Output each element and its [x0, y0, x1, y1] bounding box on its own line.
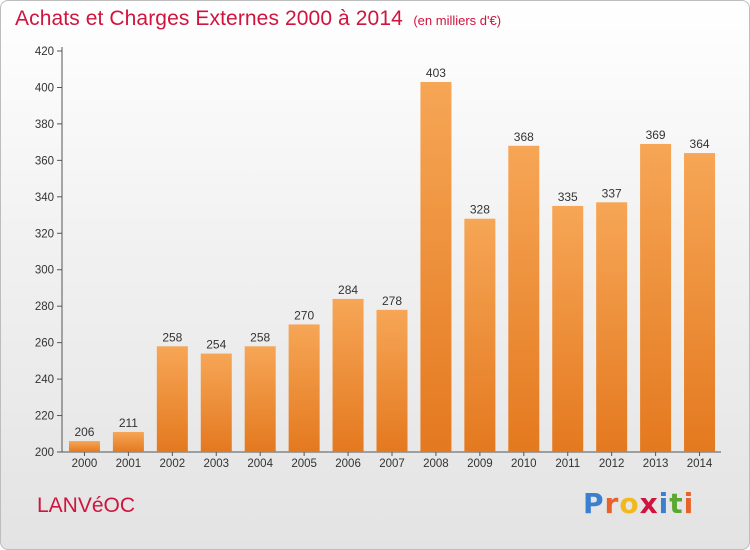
bar-2013[interactable]	[640, 143, 672, 452]
x-tick-label: 2005	[291, 458, 317, 470]
bar-2005[interactable]	[288, 324, 320, 452]
x-tick-label: 2009	[467, 458, 493, 470]
logo-letter: i	[658, 487, 670, 520]
logo-letter: i	[683, 487, 695, 520]
proxiti-logo[interactable]: Proxiti	[583, 487, 694, 520]
bar-2007[interactable]	[376, 309, 408, 452]
y-tick-label: 200	[35, 447, 54, 459]
bar-value-label: 337	[602, 186, 622, 200]
y-tick-label: 340	[35, 192, 54, 204]
x-tick-label: 2010	[511, 458, 537, 470]
x-tick-label: 2003	[203, 458, 229, 470]
y-tick-label: 300	[35, 265, 54, 277]
x-tick-label: 2008	[423, 458, 449, 470]
x-tick-label: 2007	[379, 458, 405, 470]
x-tick-label: 2011	[555, 458, 580, 470]
chart-title: Achats et Charges Externes 2000 à 2014	[15, 7, 403, 30]
x-tick-label: 2013	[643, 458, 669, 470]
title-row: Achats et Charges Externes 2000 à 2014 (…	[15, 7, 501, 31]
y-tick-label: 240	[35, 374, 54, 386]
chart-unit-note: (en milliers d'€)	[413, 13, 502, 28]
bar-value-label: 211	[119, 416, 138, 430]
bar-value-label: 368	[514, 130, 534, 144]
y-tick-label: 280	[35, 301, 54, 313]
bar-value-label: 369	[646, 128, 666, 142]
logo-letter: x	[639, 487, 659, 520]
bar-2014[interactable]	[684, 153, 716, 452]
x-tick-label: 2004	[247, 458, 273, 470]
bar-2008[interactable]	[420, 81, 452, 453]
y-tick-label: 220	[35, 411, 54, 423]
bar-2004[interactable]	[244, 346, 276, 452]
bar-value-label: 206	[74, 425, 94, 439]
x-tick-label: 2000	[72, 458, 98, 470]
bar-2012[interactable]	[596, 202, 628, 452]
bar-value-label: 364	[690, 137, 710, 151]
bar-2000[interactable]	[68, 441, 100, 452]
bar-2009[interactable]	[464, 218, 496, 452]
y-tick-label: 400	[35, 82, 54, 94]
place-name: LANVéOC	[37, 494, 136, 517]
x-tick-label: 2002	[160, 458, 186, 470]
y-tick-label: 360	[35, 155, 54, 167]
bar-value-label: 284	[338, 283, 358, 297]
bar-2002[interactable]	[156, 346, 188, 452]
bar-value-label: 258	[162, 330, 182, 344]
bar-2006[interactable]	[332, 298, 364, 452]
y-tick-label: 320	[35, 228, 54, 240]
y-tick-label: 420	[35, 46, 54, 58]
logo-letter: r	[604, 487, 620, 520]
bar-value-label: 328	[470, 203, 490, 217]
x-tick-label: 2014	[687, 458, 713, 470]
logo-letter: o	[619, 487, 640, 520]
bar-value-label: 258	[250, 330, 270, 344]
bar-value-label: 278	[382, 294, 402, 308]
x-tick-label: 2012	[599, 458, 625, 470]
logo-letter: P	[583, 487, 605, 520]
bar-2003[interactable]	[200, 353, 232, 452]
bar-value-label: 335	[558, 190, 578, 204]
y-tick-label: 260	[35, 338, 54, 350]
bar-value-label: 403	[426, 66, 446, 80]
bar-value-label: 254	[206, 338, 226, 352]
x-tick-label: 2006	[335, 458, 361, 470]
bar-2001[interactable]	[112, 431, 144, 452]
x-tick-label: 2001	[116, 458, 142, 470]
bar-2010[interactable]	[508, 145, 540, 453]
logo-letter: t	[669, 487, 684, 520]
bar-value-label: 270	[294, 308, 314, 322]
y-tick-label: 380	[35, 119, 54, 131]
bar-2011[interactable]	[552, 205, 584, 452]
